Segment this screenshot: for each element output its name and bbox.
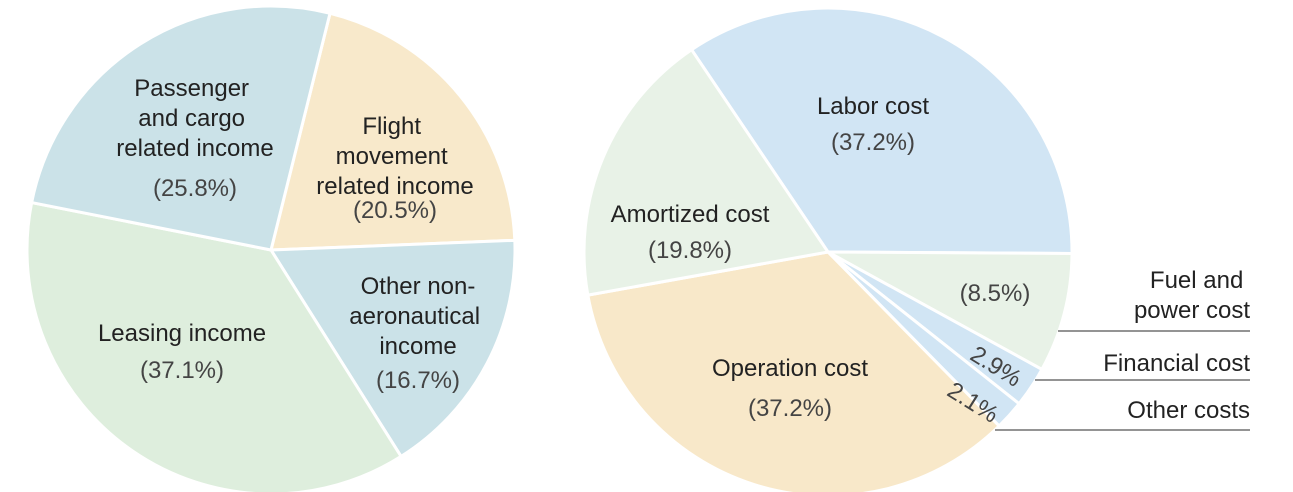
label-line: related income bbox=[116, 135, 273, 162]
slice-label: Labor cost bbox=[817, 93, 929, 120]
pie-slice bbox=[25, 200, 404, 492]
label-line: (8.5%) bbox=[960, 280, 1031, 307]
label-line: Other costs bbox=[1127, 397, 1250, 424]
label-line: aeronautical bbox=[349, 303, 486, 330]
pie-slice bbox=[586, 250, 1002, 492]
pie-slice bbox=[582, 47, 831, 297]
label-line: and cargo bbox=[138, 105, 251, 132]
label-line: Flight bbox=[362, 113, 427, 140]
slice-label: Amortized cost bbox=[611, 201, 770, 228]
pie-slice bbox=[29, 4, 332, 252]
label-line: power cost bbox=[1134, 297, 1250, 324]
label-line: related income bbox=[316, 173, 473, 200]
label-line: Operation cost bbox=[712, 355, 868, 382]
slice-label: Passenger and cargo related income bbox=[116, 75, 273, 162]
label-line: (37.2%) bbox=[748, 395, 832, 422]
slice-label: Financial cost bbox=[1103, 350, 1250, 377]
label-line: Passenger bbox=[134, 75, 255, 102]
label-line: (37.2%) bbox=[831, 129, 915, 156]
pie-slice bbox=[268, 238, 517, 459]
value-label: (25.8%) bbox=[153, 175, 237, 202]
pie-slice bbox=[689, 6, 1074, 255]
label-line: (16.7%) bbox=[376, 367, 460, 394]
value-label: (16.7%) bbox=[376, 367, 460, 394]
slice-label: Leasing income bbox=[98, 320, 266, 347]
value-label: (19.8%) bbox=[648, 237, 732, 264]
value-label: (20.5%) bbox=[353, 197, 437, 224]
value-label: (8.5%) bbox=[960, 280, 1031, 307]
label-line: (25.8%) bbox=[153, 175, 237, 202]
value-label: (37.2%) bbox=[748, 395, 832, 422]
label-line: income bbox=[379, 333, 456, 360]
slice-label: Fuel and power cost bbox=[1134, 267, 1250, 324]
slice-label: Other costs bbox=[1127, 397, 1250, 424]
label-line: (37.1%) bbox=[140, 357, 224, 384]
label-line: Amortized cost bbox=[611, 201, 770, 228]
pie-slice bbox=[269, 11, 517, 252]
label-line: (20.5%) bbox=[353, 197, 437, 224]
pie-slice bbox=[827, 250, 1074, 372]
value-label: (37.1%) bbox=[140, 357, 224, 384]
label-line: Fuel and bbox=[1150, 267, 1250, 294]
slice-label: Flight movement related income bbox=[316, 113, 473, 200]
label-line: Financial cost bbox=[1103, 350, 1250, 377]
label-line: movement bbox=[336, 143, 455, 170]
slice-label: Operation cost bbox=[712, 355, 868, 382]
label-line: Labor cost bbox=[817, 93, 929, 120]
value-label: (37.2%) bbox=[831, 129, 915, 156]
label-line: Other non- bbox=[361, 273, 476, 300]
label-line: Leasing income bbox=[98, 320, 266, 347]
slice-label: Other non-aeronautical income bbox=[349, 273, 486, 360]
label-line: (19.8%) bbox=[648, 237, 732, 264]
